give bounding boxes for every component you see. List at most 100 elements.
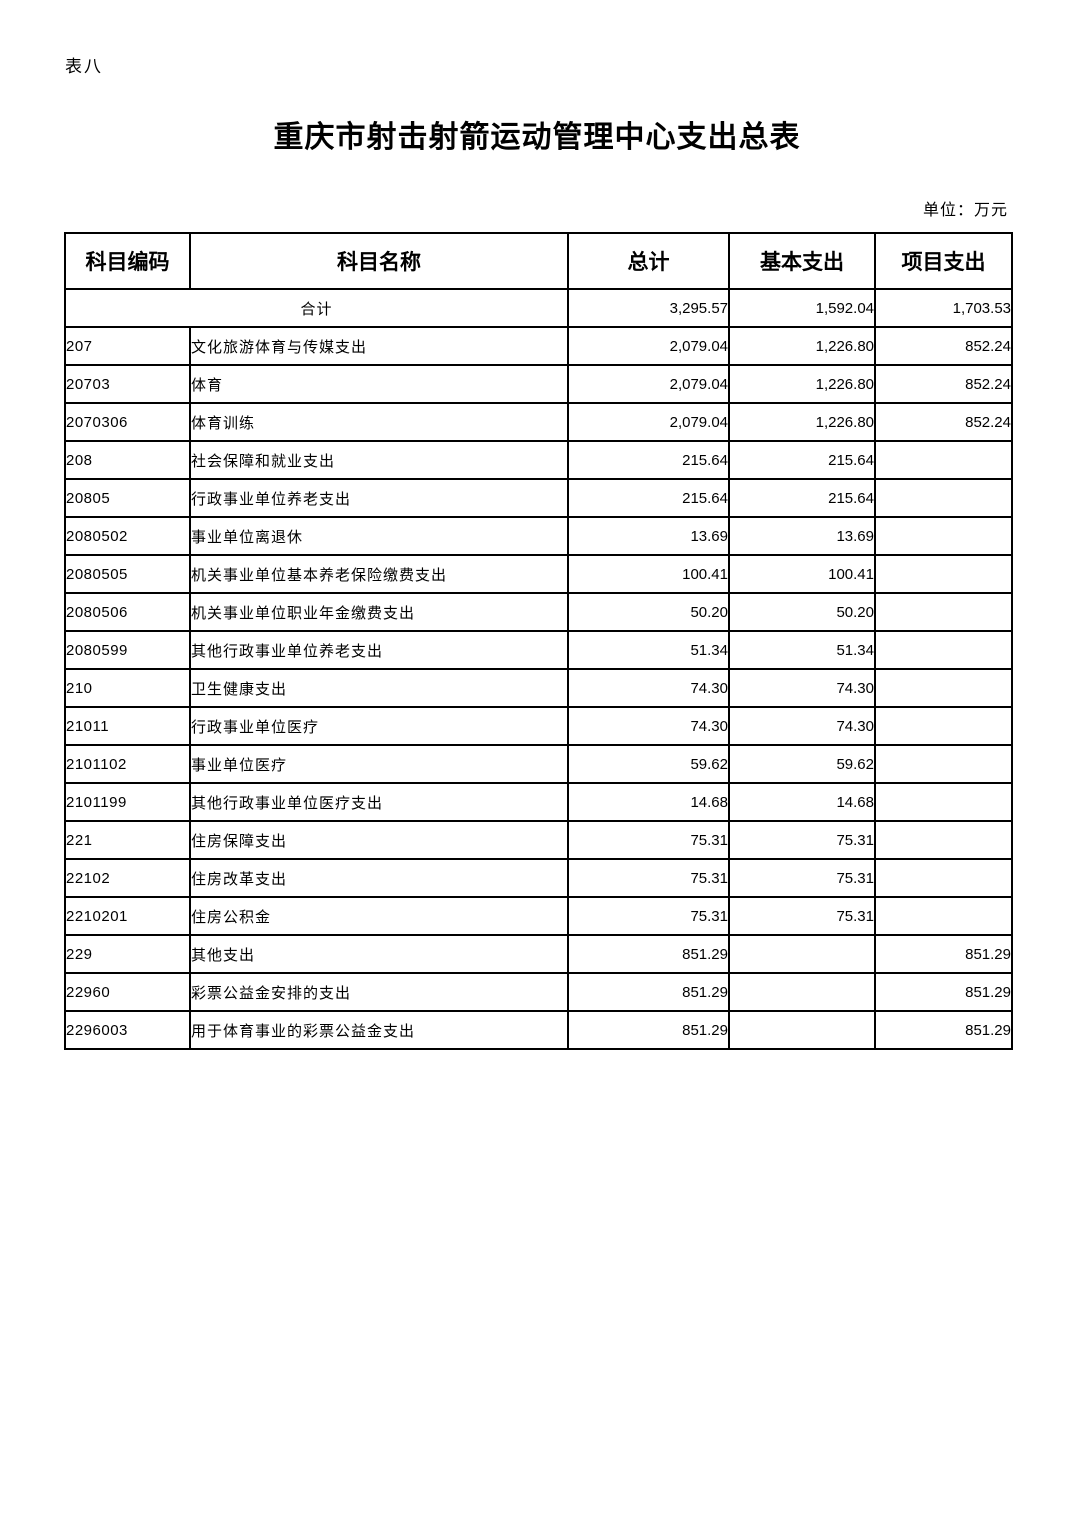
cell-subject-name: 卫生健康支出	[189, 668, 569, 708]
table-row: 208 社会保障和就业支出 215.64 215.64	[64, 440, 1013, 480]
header-row: 科目编码 科目名称 总计 基本支出 项目支出	[64, 232, 1013, 290]
sheet-label: 表八	[65, 57, 103, 76]
cell-basic-value: 1,226.80	[728, 364, 876, 404]
cell-project-value: 851.29	[874, 934, 1013, 974]
table-row: 2101102 事业单位医疗 59.62 59.62	[64, 744, 1013, 784]
summary-row: 合计 3,295.57 1,592.04 1,703.53	[64, 288, 1013, 328]
cell-subject-code: 207	[64, 326, 191, 366]
cell-subject-code: 2101199	[64, 782, 191, 822]
cell-project-value	[874, 782, 1013, 822]
cell-project-value: 851.29	[874, 972, 1013, 1012]
summary-basic-value: 1,592.04	[728, 288, 876, 328]
cell-total-value: 75.31	[567, 858, 730, 898]
column-header-code: 科目编码	[64, 232, 191, 290]
cell-basic-value: 50.20	[728, 592, 876, 632]
cell-basic-value: 1,226.80	[728, 402, 876, 442]
cell-total-value: 851.29	[567, 1010, 730, 1050]
table-row: 21011 行政事业单位医疗 74.30 74.30	[64, 706, 1013, 746]
cell-subject-name: 体育训练	[189, 402, 569, 442]
cell-subject-code: 22102	[64, 858, 191, 898]
cell-project-value	[874, 478, 1013, 518]
cell-project-value	[874, 820, 1013, 860]
cell-total-value: 13.69	[567, 516, 730, 556]
table-body: 合计 3,295.57 1,592.04 1,703.53 207 文化旅游体育与…	[64, 288, 1013, 1050]
table-row: 20703 体育 2,079.04 1,226.80 852.24	[64, 364, 1013, 404]
cell-project-value: 851.29	[874, 1010, 1013, 1050]
cell-basic-value: 100.41	[728, 554, 876, 594]
cell-basic-value: 74.30	[728, 668, 876, 708]
cell-basic-value: 14.68	[728, 782, 876, 822]
cell-subject-name: 其他行政事业单位医疗支出	[189, 782, 569, 822]
summary-label: 合计	[64, 288, 569, 328]
cell-project-value	[874, 592, 1013, 632]
table-row: 2070306 体育训练 2,079.04 1,226.80 852.24	[64, 402, 1013, 442]
cell-basic-value: 215.64	[728, 478, 876, 518]
cell-subject-code: 2080505	[64, 554, 191, 594]
table-row: 20805 行政事业单位养老支出 215.64 215.64	[64, 478, 1013, 518]
cell-basic-value: 75.31	[728, 896, 876, 936]
cell-project-value: 852.24	[874, 364, 1013, 404]
table-row: 2080505 机关事业单位基本养老保险缴费支出 100.41 100.41	[64, 554, 1013, 594]
cell-subject-name: 机关事业单位基本养老保险缴费支出	[189, 554, 569, 594]
cell-subject-name: 机关事业单位职业年金缴费支出	[189, 592, 569, 632]
page-title: 重庆市射击射箭运动管理中心支出总表	[273, 121, 801, 154]
cell-total-value: 2,079.04	[567, 364, 730, 404]
cell-subject-name: 用于体育事业的彩票公益金支出	[189, 1010, 569, 1050]
table-row: 2296003 用于体育事业的彩票公益金支出 851.29 851.29	[64, 1010, 1013, 1050]
table-row: 2080502 事业单位离退休 13.69 13.69	[64, 516, 1013, 556]
cell-basic-value: 13.69	[728, 516, 876, 556]
column-header-total: 总计	[567, 232, 730, 290]
cell-total-value: 851.29	[567, 934, 730, 974]
table-header: 科目编码 科目名称 总计 基本支出 项目支出	[64, 232, 1013, 290]
table-row: 221 住房保障支出 75.31 75.31	[64, 820, 1013, 860]
cell-subject-code: 2101102	[64, 744, 191, 784]
table-row: 210 卫生健康支出 74.30 74.30	[64, 668, 1013, 708]
cell-project-value	[874, 896, 1013, 936]
cell-subject-code: 2070306	[64, 402, 191, 442]
cell-total-value: 2,079.04	[567, 402, 730, 442]
cell-total-value: 74.30	[567, 706, 730, 746]
cell-basic-value	[728, 972, 876, 1012]
table-row: 22102 住房改革支出 75.31 75.31	[64, 858, 1013, 898]
table-row: 2080599 其他行政事业单位养老支出 51.34 51.34	[64, 630, 1013, 670]
cell-subject-name: 住房保障支出	[189, 820, 569, 860]
column-header-basic: 基本支出	[728, 232, 876, 290]
cell-subject-code: 210	[64, 668, 191, 708]
cell-subject-name: 住房公积金	[189, 896, 569, 936]
cell-basic-value: 59.62	[728, 744, 876, 784]
cell-total-value: 215.64	[567, 478, 730, 518]
table-row: 22960 彩票公益金安排的支出 851.29 851.29	[64, 972, 1013, 1012]
cell-subject-code: 21011	[64, 706, 191, 746]
cell-project-value	[874, 706, 1013, 746]
cell-total-value: 851.29	[567, 972, 730, 1012]
unit-note: 单位：万元	[922, 202, 1008, 219]
cell-basic-value: 215.64	[728, 440, 876, 480]
cell-subject-code: 20703	[64, 364, 191, 404]
cell-subject-code: 22960	[64, 972, 191, 1012]
cell-total-value: 51.34	[567, 630, 730, 670]
cell-project-value	[874, 858, 1013, 898]
cell-total-value: 59.62	[567, 744, 730, 784]
summary-project-value: 1,703.53	[874, 288, 1013, 328]
cell-total-value: 74.30	[567, 668, 730, 708]
cell-subject-name: 社会保障和就业支出	[189, 440, 569, 480]
cell-subject-name: 行政事业单位医疗	[189, 706, 569, 746]
column-header-project: 项目支出	[874, 232, 1013, 290]
cell-total-value: 14.68	[567, 782, 730, 822]
cell-subject-code: 20805	[64, 478, 191, 518]
table-row: 2210201 住房公积金 75.31 75.31	[64, 896, 1013, 936]
cell-subject-name: 彩票公益金安排的支出	[189, 972, 569, 1012]
cell-total-value: 50.20	[567, 592, 730, 632]
cell-subject-name: 行政事业单位养老支出	[189, 478, 569, 518]
cell-subject-code: 208	[64, 440, 191, 480]
cell-project-value	[874, 668, 1013, 708]
cell-total-value: 100.41	[567, 554, 730, 594]
table-row: 2080506 机关事业单位职业年金缴费支出 50.20 50.20	[64, 592, 1013, 632]
cell-project-value	[874, 554, 1013, 594]
cell-basic-value: 1,226.80	[728, 326, 876, 366]
cell-basic-value: 51.34	[728, 630, 876, 670]
cell-subject-code: 2296003	[64, 1010, 191, 1050]
cell-project-value	[874, 630, 1013, 670]
cell-total-value: 75.31	[567, 896, 730, 936]
summary-total-value: 3,295.57	[567, 288, 730, 328]
